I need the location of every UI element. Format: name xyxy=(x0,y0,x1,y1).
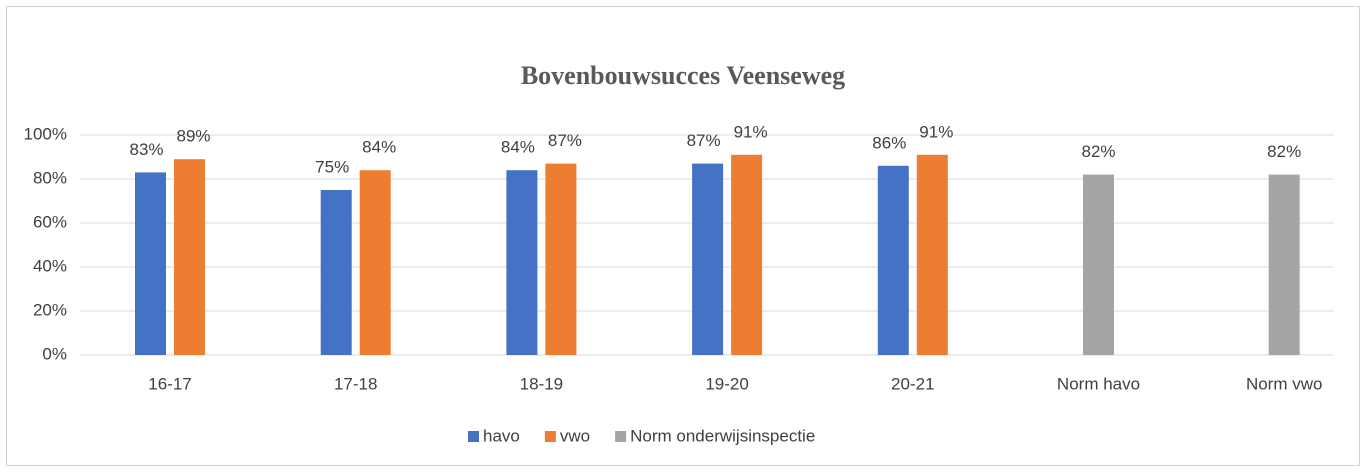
y-tick-label: 60% xyxy=(33,212,67,231)
legend-swatch xyxy=(544,431,556,442)
y-tick-label: 20% xyxy=(33,300,67,319)
data-label: 84% xyxy=(501,138,535,157)
legend-label: vwo xyxy=(560,426,590,445)
bar xyxy=(174,159,205,355)
data-label: 84% xyxy=(362,138,396,157)
data-label: 91% xyxy=(919,122,953,141)
data-label: 82% xyxy=(1267,142,1301,161)
bar xyxy=(506,170,538,355)
bar xyxy=(1083,174,1114,355)
legend-label: havo xyxy=(483,426,520,445)
x-tick-label: 19-20 xyxy=(705,374,748,393)
data-label: 86% xyxy=(872,133,906,152)
data-label: 82% xyxy=(1081,142,1115,161)
x-tick-label: 20-21 xyxy=(891,374,934,393)
bar xyxy=(320,190,352,355)
data-label: 75% xyxy=(315,157,349,176)
x-tick-label: Norm vwo xyxy=(1246,374,1323,393)
x-tick-label: 16-17 xyxy=(148,374,191,393)
legend-swatch xyxy=(468,431,479,442)
data-label: 91% xyxy=(734,122,768,141)
y-tick-label: 0% xyxy=(42,344,67,363)
chart-title: Bovenbouwsucces Veenseweg xyxy=(521,61,845,90)
y-tick-label: 80% xyxy=(33,168,67,187)
y-tick-label: 40% xyxy=(33,256,67,275)
bar xyxy=(545,163,577,355)
bar xyxy=(877,165,909,355)
bar xyxy=(916,154,948,355)
data-label: 87% xyxy=(548,131,582,150)
chart-border xyxy=(6,6,1360,466)
legend-swatch xyxy=(615,431,627,442)
bar xyxy=(359,170,391,355)
data-label: 89% xyxy=(176,127,210,146)
data-label: 87% xyxy=(687,131,721,150)
bar xyxy=(692,163,724,355)
bar xyxy=(731,154,763,355)
bar xyxy=(1268,174,1300,355)
x-tick-label: Norm havo xyxy=(1057,374,1140,393)
x-tick-label: 18-19 xyxy=(520,374,563,393)
x-tick-label: 17-18 xyxy=(334,374,377,393)
y-tick-label: 100% xyxy=(24,124,67,143)
bar xyxy=(135,172,166,355)
data-label: 83% xyxy=(129,140,163,159)
legend-label: Norm onderwijsinspectie xyxy=(630,426,815,445)
